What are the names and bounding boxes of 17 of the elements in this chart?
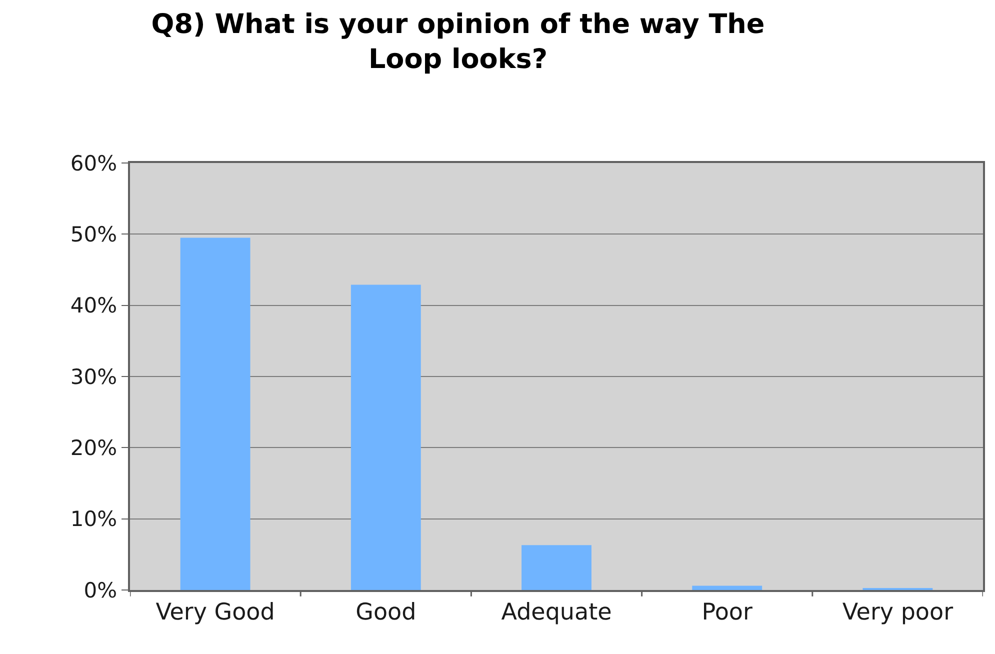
bar [522,545,592,590]
y-tick-label: 20% [70,436,118,460]
y-tick-label: 0% [84,578,118,602]
x-tick-label: Good [356,599,416,626]
x-tick-label: Poor [702,599,753,626]
bar [180,238,250,590]
y-tick-label: 50% [70,222,118,247]
chart-title: Q8) What is your opinion of the way The Loop looks? [151,9,765,76]
y-tick-label: 60% [70,151,118,176]
x-tick-label: Very Good [156,599,275,626]
bar [350,284,421,590]
bar [692,586,762,590]
x-tick-label: Very poor [842,599,954,626]
y-tick-label: 40% [70,294,118,318]
y-tick-label: 10% [70,507,118,532]
x-tick-label: Adequate [501,599,612,626]
y-tick-label: 30% [70,364,118,389]
